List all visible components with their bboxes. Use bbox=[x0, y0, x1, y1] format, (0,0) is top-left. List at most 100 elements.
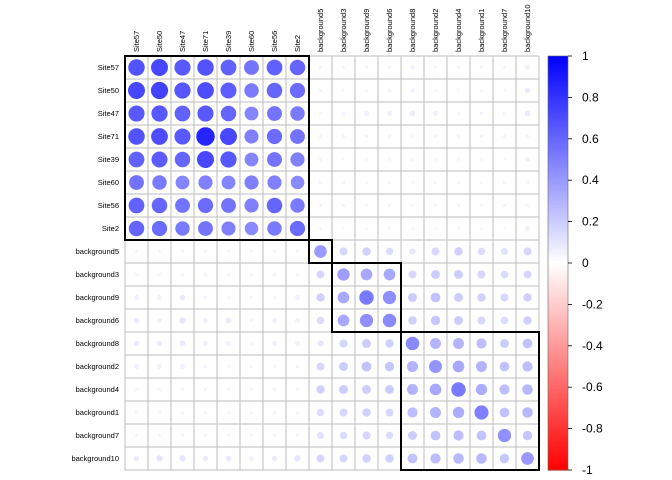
correlation-point bbox=[221, 198, 236, 213]
correlation-point bbox=[430, 453, 441, 464]
correlation-point bbox=[180, 249, 185, 254]
colorbar-segment bbox=[548, 341, 568, 345]
correlation-point bbox=[316, 408, 325, 417]
colorbar-segment bbox=[548, 403, 568, 407]
correlation-point bbox=[152, 175, 167, 190]
correlation-point bbox=[180, 364, 185, 369]
correlation-point bbox=[456, 88, 461, 93]
colorbar-segment bbox=[548, 310, 568, 314]
colorbar-segment bbox=[548, 56, 568, 59]
colorbar-tick-label: 0 bbox=[582, 256, 589, 270]
colorbar-segment bbox=[548, 76, 568, 80]
colorbar-segment bbox=[548, 238, 568, 241]
correlation-point bbox=[410, 226, 415, 231]
correlation-point bbox=[456, 226, 461, 231]
colorbar-segment bbox=[548, 198, 568, 202]
correlation-point bbox=[314, 245, 327, 258]
cluster-border bbox=[331, 262, 402, 333]
colorbar-segment bbox=[548, 263, 568, 266]
correlation-point bbox=[523, 247, 532, 256]
colorbar-segment bbox=[548, 370, 568, 374]
correlation-point bbox=[197, 59, 214, 76]
correlation-point bbox=[134, 433, 139, 438]
correlation-point bbox=[497, 428, 512, 443]
correlation-point bbox=[433, 134, 438, 139]
correlation-point bbox=[226, 341, 231, 346]
correlation-point bbox=[364, 134, 369, 139]
correlation-point bbox=[157, 295, 162, 300]
colorbar-segment bbox=[548, 217, 568, 221]
colorbar-segment bbox=[548, 101, 568, 105]
correlation-point bbox=[134, 295, 139, 300]
correlation-point bbox=[409, 110, 416, 117]
correlation-point bbox=[364, 111, 369, 116]
correlation-point bbox=[341, 111, 346, 116]
correlation-point bbox=[151, 105, 168, 122]
correlation-point bbox=[430, 292, 441, 303]
colorbar-segment bbox=[548, 267, 568, 270]
correlation-point bbox=[523, 270, 532, 279]
colorbar-segment bbox=[548, 184, 568, 188]
correlation-point bbox=[502, 157, 507, 162]
colorbar-segment bbox=[548, 105, 568, 109]
correlation-point bbox=[456, 157, 461, 162]
correlation-point bbox=[339, 408, 348, 417]
correlation-point bbox=[272, 387, 277, 392]
colorbar-segment bbox=[548, 298, 568, 301]
colorbar-segment bbox=[548, 432, 568, 436]
correlation-point bbox=[362, 431, 371, 440]
correlation-point bbox=[289, 220, 306, 237]
correlation-point bbox=[196, 127, 215, 146]
correlation-point bbox=[128, 151, 145, 168]
correlation-point bbox=[385, 385, 394, 394]
correlation-point bbox=[316, 454, 325, 463]
correlation-point bbox=[410, 88, 415, 93]
colorbar-segment bbox=[548, 138, 568, 142]
colorbar-segment bbox=[548, 428, 568, 432]
correlation-point bbox=[499, 384, 510, 395]
correlation-point bbox=[409, 248, 416, 255]
correlation-point bbox=[220, 151, 237, 168]
correlation-circles bbox=[128, 59, 534, 465]
colorbar-segment bbox=[548, 124, 568, 127]
correlation-point bbox=[359, 290, 374, 305]
correlation-point bbox=[479, 88, 484, 93]
correlation-point bbox=[198, 221, 213, 236]
colorbar-segment bbox=[548, 227, 568, 231]
colorbar-segment bbox=[548, 289, 568, 293]
column-label: background2 bbox=[431, 9, 440, 52]
correlation-point bbox=[244, 60, 259, 75]
correlation-point bbox=[387, 157, 392, 162]
correlation-point bbox=[226, 410, 231, 415]
colorbar-segment bbox=[548, 147, 568, 150]
colorbar-tick-label: 0.2 bbox=[582, 215, 599, 229]
correlation-point bbox=[249, 272, 254, 277]
correlation-point bbox=[502, 111, 507, 116]
row-label: background1 bbox=[76, 408, 119, 417]
column-label: background9 bbox=[362, 9, 371, 52]
correlation-point bbox=[198, 175, 213, 190]
colorbar-segment bbox=[548, 449, 568, 452]
colorbar-segment bbox=[548, 358, 568, 361]
colorbar-segment bbox=[548, 451, 568, 455]
correlation-point bbox=[408, 431, 417, 440]
colorbar-segment bbox=[548, 374, 568, 378]
colorbar-segment bbox=[548, 271, 568, 274]
column-label: Site56 bbox=[270, 31, 279, 52]
colorbar-segment bbox=[548, 78, 568, 82]
correlation-point bbox=[364, 157, 369, 162]
row-label: Site60 bbox=[98, 178, 119, 187]
colorbar-segment bbox=[548, 389, 568, 392]
correlation-point bbox=[500, 339, 509, 348]
column-label: background10 bbox=[523, 4, 532, 52]
correlation-point bbox=[175, 221, 190, 236]
colorbar-segment bbox=[548, 244, 568, 248]
correlation-point bbox=[272, 318, 277, 323]
correlation-point bbox=[295, 387, 300, 392]
correlation-point bbox=[430, 338, 441, 349]
correlation-point bbox=[180, 433, 185, 438]
colorbar-segment bbox=[548, 132, 568, 136]
correlation-point bbox=[523, 293, 532, 302]
correlation-point bbox=[220, 128, 237, 145]
correlation-point bbox=[362, 385, 371, 394]
